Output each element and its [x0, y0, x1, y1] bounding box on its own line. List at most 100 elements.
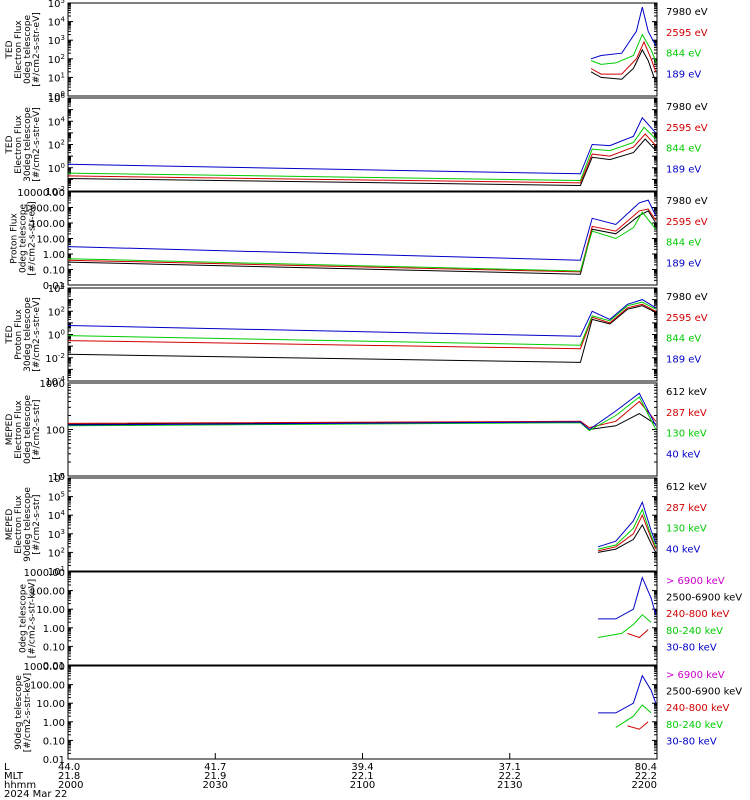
x-row-label: hhmm: [4, 780, 36, 791]
x-tick-label: 2030: [203, 780, 228, 791]
y-axis-label: [#/cm2-s-str-eV]: [28, 201, 38, 276]
y-tick-label: 103: [48, 34, 65, 47]
y-tick-label: 102: [48, 139, 65, 152]
legend-entry: 612 keV: [666, 387, 707, 398]
x-tick-label: 44.0: [58, 762, 80, 773]
y-tick-label: 102: [48, 305, 65, 318]
series-line: [67, 400, 657, 429]
x-tick-label: 2130: [497, 780, 522, 791]
y-axis-label: 30deg telescope: [23, 107, 33, 182]
series-line: [67, 305, 657, 363]
y-axis-label: TED: [5, 40, 15, 59]
series-line: [67, 138, 657, 187]
y-tick-label: 101: [48, 71, 65, 84]
legend-entry: 844 eV: [666, 144, 701, 155]
legend-entry: > 6900 keV: [666, 576, 725, 587]
x-tick-label: 80.4: [635, 762, 657, 773]
series-line: [597, 500, 657, 548]
y-axis-label: [#/cm2-s-str-keV]: [28, 579, 38, 658]
legend-entry: 2500-6900 keV: [666, 687, 742, 698]
x-tick-label: 21.8: [58, 771, 80, 782]
y-axis-label: 90deg telescope: [14, 675, 24, 750]
y-tick-label: 100.00: [30, 219, 65, 230]
x-tick-label: 39.4: [351, 762, 373, 773]
y-tick-label: 0.10: [43, 736, 65, 747]
legend-entry: 189 eV: [666, 258, 701, 269]
legend-entry: 7980 eV: [666, 292, 708, 303]
y-tick-label: 1000.00: [24, 204, 65, 215]
y-tick-label: 10: [52, 472, 65, 483]
series-line: [67, 211, 657, 272]
y-axis-label: Electron Flux: [14, 20, 24, 79]
legend-entry: 287 keV: [666, 408, 707, 419]
x-tick-label: 2000: [58, 780, 83, 791]
legend-entry: 30-80 keV: [666, 642, 717, 653]
y-tick-label: 103: [48, 528, 65, 541]
y-tick-label: 105: [48, 0, 65, 10]
y-axis-label: [#/cm2-s-str-eV]: [32, 297, 42, 372]
legend-entry: 2595 eV: [666, 217, 708, 228]
y-axis-label: 0deg telescope: [23, 395, 33, 465]
y-tick-label: 100.00: [30, 587, 65, 598]
y-tick-label: 10.00: [36, 235, 65, 246]
series-line: [597, 508, 657, 550]
x-row-label: 2024 Mar 22: [4, 789, 67, 800]
y-tick-label: 10-2: [45, 185, 65, 198]
legend-entry: 7980 eV: [666, 102, 708, 113]
series-line: [67, 133, 657, 184]
y-tick-label: 104: [48, 509, 66, 522]
legend-entry: 2595 eV: [666, 313, 708, 324]
y-tick-label: 0.10: [43, 642, 65, 653]
y-tick-label: 10.00: [36, 699, 65, 710]
y-tick-label: 102: [48, 546, 65, 559]
y-axis-label: [#/cm2-s-str-keV]: [23, 673, 33, 752]
panel-4: 10-4 10-2 100 102 104 TED Proton Flux 30deg tel…: [5, 282, 708, 388]
series-line: [598, 674, 657, 714]
y-axis-label: 90deg telescope: [23, 487, 33, 562]
y-tick-label: 10-4: [45, 375, 65, 388]
y-axis-label: Proton Flux: [10, 213, 20, 264]
y-axis-label: Electron Flux: [14, 495, 24, 554]
y-axis-label: TED: [5, 135, 15, 154]
y-axis-label: 30deg telescope: [23, 297, 33, 372]
y-tick-label: 0.01: [43, 755, 65, 766]
series-line: [590, 40, 657, 75]
legend-entry: 7980 eV: [666, 7, 708, 18]
y-tick-label: 10000.00: [17, 188, 65, 199]
y-tick-label: 102: [48, 53, 65, 66]
series-line: [67, 392, 657, 431]
x-row-label: MLT: [4, 771, 24, 782]
series-line: [627, 629, 649, 639]
y-tick-label: 1000: [40, 379, 65, 390]
y-tick-label: 104: [48, 115, 66, 128]
legend-entry: 189 eV: [666, 69, 701, 80]
legend-entry: 30-80 keV: [666, 736, 717, 747]
panel-1: 100 101 102 103 104 105 TED Electron Flux 0deg t…: [5, 0, 708, 103]
legend-entry: 240-800 keV: [666, 703, 730, 714]
y-axis-label: Electron Flux: [14, 115, 24, 174]
y-tick-label: 10.00: [36, 605, 65, 616]
plot-frame: [67, 2, 658, 97]
x-tick-label: 2100: [350, 780, 375, 791]
x-tick-label: 41.7: [204, 762, 226, 773]
y-axis-label: [#/cm2-s-str]: [32, 399, 42, 459]
x-tick-label: 22.1: [351, 771, 373, 782]
series-line: [67, 116, 657, 175]
legend-entry: 844 eV: [666, 238, 701, 249]
panel-6: 101 102 103 104 105 106 MEPED Electron Flux 90de…: [5, 472, 707, 578]
series-line: [627, 721, 649, 730]
series-line: [67, 303, 657, 350]
series-line: [615, 704, 652, 728]
y-tick-label: 104: [48, 282, 66, 295]
legend-entry: 240-800 keV: [666, 609, 730, 620]
legend-entry: 612 keV: [666, 482, 707, 493]
legend-entry: 130 keV: [666, 429, 707, 440]
y-tick-label: 104: [48, 16, 66, 29]
y-tick-label: 0.01: [43, 281, 65, 292]
y-axis-label: Electron Flux: [14, 400, 24, 459]
x-tick-label: 22.2: [635, 771, 657, 782]
legend-entry: > 6900 keV: [666, 670, 725, 681]
y-tick-label: 0.01: [43, 661, 65, 672]
plot-frame: [67, 665, 658, 760]
